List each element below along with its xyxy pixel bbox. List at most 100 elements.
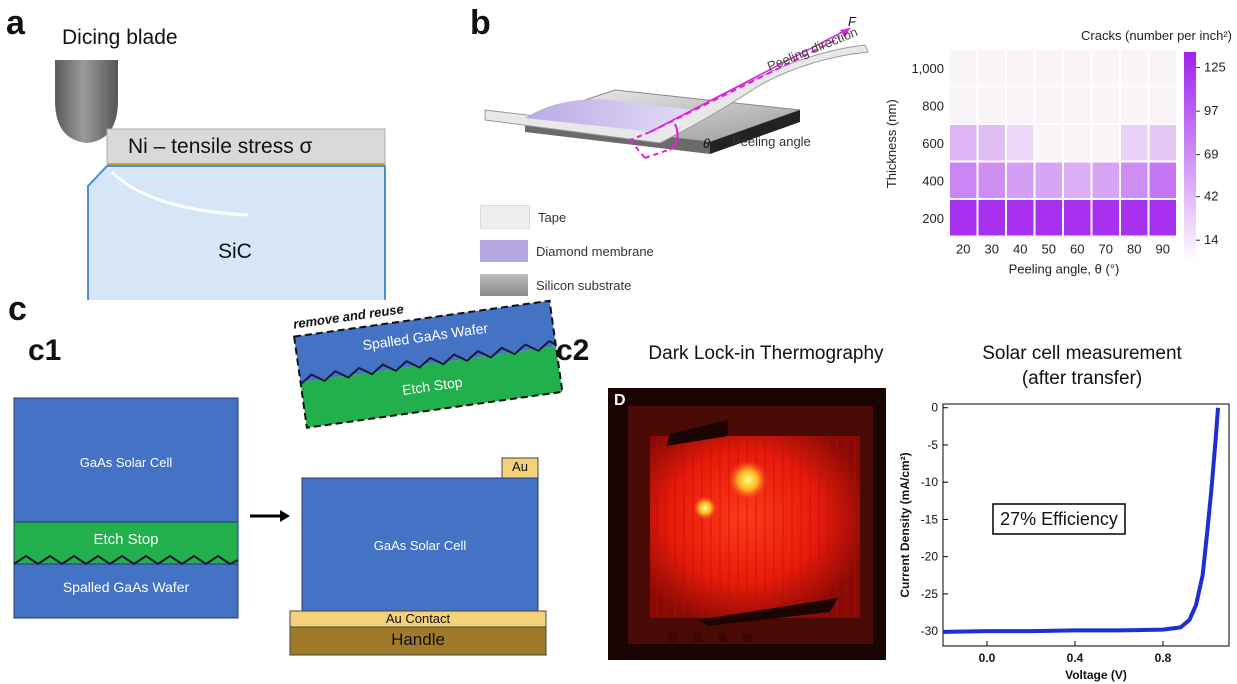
heatmap-cell [1035, 87, 1062, 123]
gaas-solar-cell [13, 397, 239, 523]
legend-item: Silicon substrate [480, 268, 654, 302]
panel-a-diagram [55, 60, 386, 300]
heatmap-cell [1007, 87, 1034, 123]
heatmap-cell [978, 162, 1005, 198]
peeling-angle-label: Peeling angle [732, 134, 811, 149]
colorbar-tick-label: 14 [1204, 232, 1218, 247]
heatmap-cell [1121, 125, 1148, 161]
right-solar-cell-label: GaAs Solar Cell [373, 538, 467, 553]
x-tick-label: 40 [1013, 242, 1027, 257]
spalled-wafer [13, 563, 239, 619]
x-tick-label: 20 [956, 242, 970, 257]
heatmap-cell [1092, 125, 1119, 161]
heatmap-cell [950, 125, 977, 161]
heatmap-cell [1064, 200, 1091, 236]
panel-b-letter: b [470, 4, 491, 42]
x-tick-label: 80 [1127, 242, 1141, 257]
heatmap-cell [1092, 200, 1119, 236]
y-axis-label: Thickness (nm) [884, 99, 899, 188]
crack [110, 170, 249, 217]
thermography-title: Dark Lock-in Thermography [648, 343, 884, 364]
x-tick-label: 50 [1042, 242, 1056, 257]
heatmap-cell [1149, 87, 1176, 123]
x-tick-label: 30 [985, 242, 999, 257]
legend-swatch [480, 274, 528, 296]
colorbar [1184, 52, 1196, 262]
theta-label: θ [703, 136, 711, 151]
heatmap-title: Cracks (number per inch²) [1081, 28, 1232, 43]
x-tick-label: 0.4 [1067, 651, 1084, 665]
heatmap-cell [1092, 162, 1119, 198]
heatmap-cell [1064, 162, 1091, 198]
y-tick-label: -5 [927, 438, 938, 452]
iv-curve [942, 407, 1220, 634]
heatmap-cell [950, 162, 977, 198]
y-tick-label: 0 [931, 401, 938, 415]
heatmap-cell [1121, 162, 1148, 198]
heatmap-cell [1007, 50, 1034, 86]
handle [289, 626, 547, 656]
y-tick-label: 800 [922, 98, 944, 113]
crack-heatmap: 1,000 800 600 400 200 20 30 40 50 60 70 80 90 Peeling… [884, 28, 1232, 277]
y-tick-label: 200 [922, 211, 944, 226]
heatmap-cell [1007, 125, 1034, 161]
peeling-diagram [484, 27, 869, 159]
heatmap-cell [1007, 200, 1034, 236]
dicing-blade [55, 60, 118, 143]
y-tick-label: 400 [922, 173, 944, 188]
plot-frame [942, 403, 1230, 647]
diamond-membrane [525, 99, 692, 132]
removed-stack: remove and reuse Spalled GaAs Wafer Etch… [290, 279, 566, 432]
legend-item: Tape [480, 200, 654, 234]
left-etch-stop-label: Etch Stop [93, 531, 159, 548]
thermography-corner-label: D [614, 392, 626, 409]
thermography-image [608, 388, 886, 660]
peeling-legend: Tape Diamond membrane Silicon substrate [480, 200, 654, 302]
y-tick-label: 1,000 [911, 61, 944, 76]
colorbar-tick-label: 42 [1204, 189, 1218, 204]
x-tick-label: 90 [1156, 242, 1170, 257]
heatmap-cell [950, 200, 977, 236]
left-solar-cell-label: GaAs Solar Cell [79, 455, 173, 470]
heatmap-cell [1121, 87, 1148, 123]
panel-c1-letter: c1 [28, 334, 62, 367]
heatmap-cell [1007, 162, 1034, 198]
iv-title-line1: Solar cell measurement [982, 343, 1182, 364]
x-tick-label: 60 [1070, 242, 1084, 257]
legend-swatch [480, 240, 528, 262]
au-contact-label: Au Contact [385, 611, 451, 626]
y-tick-label: -20 [921, 550, 939, 564]
colorbar-tick-label: 97 [1204, 103, 1218, 118]
ni-stress-label: Ni – tensile stress σ [128, 135, 313, 158]
heatmap-cell [1092, 87, 1119, 123]
heatmap-cell [1064, 87, 1091, 123]
heatmap-cell [978, 87, 1005, 123]
x-axis-label: Voltage (V) [1065, 668, 1127, 682]
heatmap-cell [1035, 200, 1062, 236]
y-tick-label: -30 [921, 624, 939, 638]
legend-swatch [480, 205, 530, 229]
dicing-blade-label: Dicing blade [62, 26, 178, 49]
heatmap-cell [1149, 162, 1176, 198]
force-label: F [848, 14, 856, 29]
x-tick-label: 70 [1099, 242, 1113, 257]
heatmap-cell [1149, 50, 1176, 86]
heatmap-cell [950, 87, 977, 123]
interface-line [107, 163, 385, 166]
x-tick-label: 0.0 [979, 651, 996, 665]
heatmap-cell [1092, 50, 1119, 86]
legend-label: Diamond membrane [536, 243, 654, 259]
heatmap-cell [1064, 125, 1091, 161]
heatmap-cell [978, 200, 1005, 236]
heatmap-cell [1064, 50, 1091, 86]
iv-title-line2: (after transfer) [1021, 368, 1143, 389]
panel-c-letter: c [8, 290, 27, 328]
y-tick-label: -10 [921, 475, 939, 489]
heatmap-cell [1035, 162, 1062, 198]
au-pad-label: Au [512, 459, 528, 474]
legend-item: Diamond membrane [480, 234, 654, 268]
colorbar-tick-label: 125 [1204, 60, 1226, 75]
ni-layer [106, 128, 386, 165]
c1-diagram [13, 397, 547, 656]
